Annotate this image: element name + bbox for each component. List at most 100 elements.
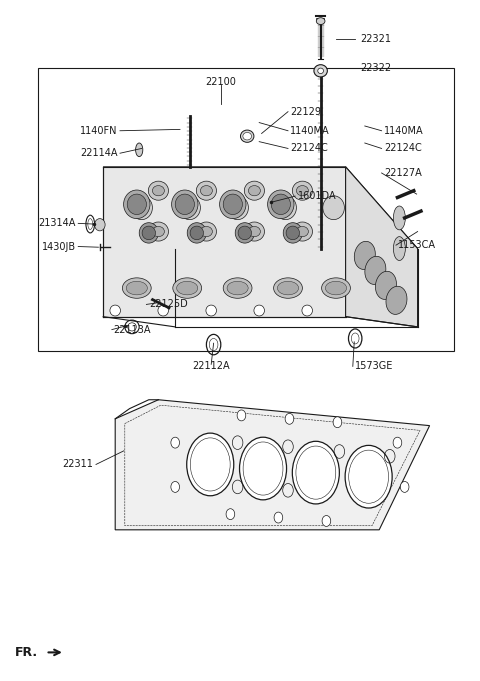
Ellipse shape [206,305,216,316]
Ellipse shape [173,278,202,298]
Text: 1140MA: 1140MA [384,126,424,136]
Ellipse shape [325,281,347,295]
Text: 22124C: 22124C [384,144,422,153]
Polygon shape [115,400,430,530]
Ellipse shape [153,186,164,196]
Ellipse shape [292,222,312,241]
Text: 22113A: 22113A [113,325,150,334]
Ellipse shape [243,132,252,140]
Ellipse shape [240,437,287,500]
Ellipse shape [126,281,147,295]
Text: 22112A: 22112A [192,362,230,371]
Polygon shape [103,167,418,249]
Text: 1601DA: 1601DA [298,191,336,201]
Ellipse shape [177,281,198,295]
Ellipse shape [172,190,198,219]
Ellipse shape [196,181,216,200]
Ellipse shape [187,433,234,496]
Ellipse shape [393,206,405,230]
Ellipse shape [238,226,252,240]
Text: 1140FN: 1140FN [80,126,118,136]
Ellipse shape [393,437,402,448]
Text: 22100: 22100 [205,77,236,86]
Ellipse shape [249,226,260,237]
Ellipse shape [95,219,105,231]
Ellipse shape [196,222,216,241]
Ellipse shape [122,278,151,298]
Ellipse shape [171,481,180,492]
Ellipse shape [179,196,201,220]
Ellipse shape [314,65,327,77]
Ellipse shape [123,190,150,219]
Ellipse shape [316,18,325,25]
Text: 1573GE: 1573GE [355,362,394,371]
Ellipse shape [271,194,290,215]
Ellipse shape [190,226,204,240]
Ellipse shape [227,196,249,220]
Ellipse shape [322,516,331,526]
Ellipse shape [267,190,294,219]
Ellipse shape [277,281,299,295]
Text: 22114A: 22114A [80,148,118,158]
Ellipse shape [333,417,342,428]
Ellipse shape [296,186,308,196]
Text: 22129: 22129 [290,107,322,116]
Ellipse shape [323,196,344,220]
Text: 1140MA: 1140MA [290,126,330,136]
Ellipse shape [318,68,324,74]
Ellipse shape [283,223,302,243]
Ellipse shape [285,413,294,424]
Ellipse shape [219,190,246,219]
Ellipse shape [153,226,164,237]
Ellipse shape [296,226,308,237]
Ellipse shape [274,278,302,298]
Text: 1153CA: 1153CA [398,240,436,250]
Ellipse shape [237,410,246,421]
Ellipse shape [127,194,146,215]
Ellipse shape [386,286,407,315]
Ellipse shape [274,512,283,523]
Ellipse shape [226,509,235,520]
Text: 22127A: 22127A [384,168,422,178]
Text: 22322: 22322 [360,63,391,73]
Ellipse shape [345,445,392,508]
Ellipse shape [365,256,386,285]
Ellipse shape [275,196,296,220]
Ellipse shape [223,278,252,298]
Text: 22124C: 22124C [290,144,328,153]
Ellipse shape [171,437,180,448]
Ellipse shape [148,181,168,200]
Ellipse shape [175,194,194,215]
Ellipse shape [400,481,409,492]
Ellipse shape [139,223,158,243]
Ellipse shape [286,226,300,240]
Text: 1430JB: 1430JB [42,242,76,251]
Ellipse shape [292,181,312,200]
Ellipse shape [131,196,153,220]
Text: 22321: 22321 [360,35,391,44]
Ellipse shape [244,181,264,200]
Ellipse shape [254,305,264,316]
Polygon shape [346,167,418,327]
Ellipse shape [142,226,156,240]
Ellipse shape [201,186,212,196]
Ellipse shape [235,223,254,243]
Ellipse shape [110,305,120,316]
Ellipse shape [249,186,260,196]
Text: 22311: 22311 [63,460,94,469]
Ellipse shape [158,305,168,316]
Ellipse shape [187,223,206,243]
Ellipse shape [227,281,248,295]
Polygon shape [103,167,346,317]
Bar [38,68,454,351]
Ellipse shape [393,237,405,261]
Ellipse shape [244,222,264,241]
Ellipse shape [322,278,350,298]
Ellipse shape [240,130,254,142]
Ellipse shape [223,194,242,215]
Text: 21314A: 21314A [38,219,76,228]
Ellipse shape [302,305,312,316]
Ellipse shape [135,143,143,157]
Ellipse shape [201,226,212,237]
Ellipse shape [148,222,168,241]
